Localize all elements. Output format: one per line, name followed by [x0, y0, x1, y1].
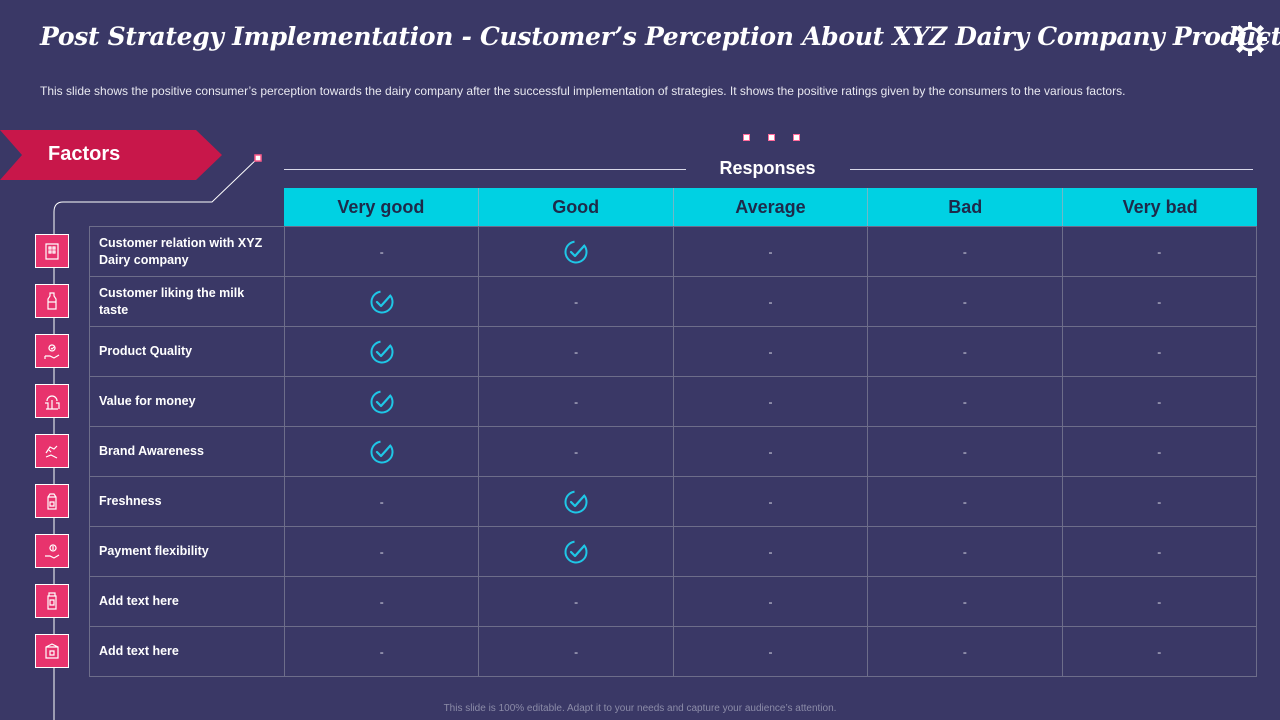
- rating-empty-cell: -: [867, 376, 1063, 427]
- rating-check-cell: [478, 526, 674, 577]
- rating-empty-cell: -: [478, 326, 674, 377]
- table-row: Add text here - - - - -: [89, 576, 1258, 627]
- rating-empty-cell: -: [283, 526, 480, 577]
- rating-empty-cell: -: [1061, 326, 1258, 377]
- slide-subtitle: This slide shows the positive consumer’s…: [40, 84, 1126, 98]
- responses-line-right: [850, 169, 1253, 170]
- table-row: Brand Awareness - - - -: [89, 426, 1258, 477]
- rating-empty-cell: -: [867, 476, 1063, 527]
- rating-empty-cell: -: [867, 326, 1063, 377]
- slide-title: Post Strategy Implementation - Customer’…: [40, 22, 1280, 51]
- rating-empty-cell: -: [1061, 526, 1258, 577]
- rating-empty-cell: -: [672, 226, 869, 277]
- column-header: Bad: [868, 188, 1064, 226]
- column-header: Good: [479, 188, 674, 226]
- rating-check-cell: [283, 276, 480, 327]
- factor-label: Freshness: [89, 476, 285, 527]
- rating-empty-cell: -: [867, 276, 1063, 327]
- rating-empty-cell: -: [672, 476, 869, 527]
- responses-label: Responses: [719, 158, 816, 178]
- rating-empty-cell: -: [478, 376, 674, 427]
- quality-hand-icon: [35, 334, 69, 368]
- column-header: Very bad: [1122, 196, 1198, 217]
- responses-line-left: [284, 169, 686, 170]
- table-header: Very good Good Average Bad Very bad: [284, 188, 1257, 226]
- rating-empty-cell: -: [672, 326, 869, 377]
- factor-label: Payment flexibility: [89, 526, 285, 577]
- rating-empty-cell: -: [867, 426, 1063, 477]
- rating-empty-cell: -: [1061, 376, 1258, 427]
- rating-empty-cell: -: [478, 426, 674, 477]
- rating-empty-cell: -: [283, 576, 480, 627]
- rating-empty-cell: -: [478, 576, 674, 627]
- footer-note: This slide is 100% editable. Adapt it to…: [443, 703, 837, 714]
- gear-icon: [1233, 22, 1267, 56]
- rating-empty-cell: -: [672, 526, 869, 577]
- rating-empty-cell: -: [1061, 626, 1258, 677]
- check-icon: [370, 390, 394, 413]
- table-row: Value for money - - - -: [89, 376, 1258, 427]
- table-row: Customer liking the milk taste - - - -: [89, 276, 1258, 327]
- table-row: Add text here - - - - -: [89, 626, 1258, 677]
- package-icon: [35, 634, 69, 668]
- table-row: Product Quality - - - -: [89, 326, 1258, 377]
- rating-empty-cell: -: [672, 626, 869, 677]
- column-header: Very good: [284, 188, 479, 226]
- factor-label: Product Quality: [89, 326, 285, 377]
- column-header: Average: [674, 188, 869, 226]
- milk-bottle-icon: [35, 284, 69, 318]
- bottle-icon: [35, 584, 69, 618]
- rating-empty-cell: -: [672, 576, 869, 627]
- rating-empty-cell: -: [867, 626, 1063, 677]
- rating-empty-cell: -: [672, 276, 869, 327]
- rating-empty-cell: -: [1061, 576, 1258, 627]
- rating-empty-cell: -: [1061, 226, 1258, 277]
- factor-label: Customer relation with XYZ Dairy company: [89, 226, 285, 277]
- rating-empty-cell: -: [283, 226, 480, 277]
- rating-empty-cell: -: [1061, 476, 1258, 527]
- rating-empty-cell: -: [867, 226, 1063, 277]
- rating-empty-cell: -: [1061, 276, 1258, 327]
- table-row: Customer relation with XYZ Dairy company…: [89, 226, 1258, 277]
- check-icon: [564, 490, 588, 513]
- rating-check-cell: [478, 476, 674, 527]
- payment-hand-icon: [35, 534, 69, 568]
- factor-label: Brand Awareness: [89, 426, 285, 477]
- factor-label: Value for money: [89, 376, 285, 427]
- factor-label: Add text here: [89, 576, 285, 627]
- decor-dot: [768, 134, 775, 141]
- money-tree-icon: [35, 384, 69, 418]
- rating-empty-cell: -: [1061, 426, 1258, 477]
- factor-label: Customer liking the milk taste: [89, 276, 285, 327]
- decor-dot: [743, 134, 750, 141]
- factors-label: Factors: [48, 143, 121, 165]
- perception-table: Customer relation with XYZ Dairy company…: [89, 226, 1258, 677]
- rating-empty-cell: -: [672, 376, 869, 427]
- rating-empty-cell: -: [867, 576, 1063, 627]
- rating-check-cell: [478, 226, 674, 277]
- rating-empty-cell: -: [672, 426, 869, 477]
- table-row: Payment flexibility - - - -: [89, 526, 1258, 577]
- rating-empty-cell: -: [867, 526, 1063, 577]
- rating-empty-cell: -: [478, 276, 674, 327]
- decor-dot: [793, 134, 800, 141]
- building-icon: [35, 234, 69, 268]
- check-icon: [564, 540, 588, 563]
- rating-check-cell: [283, 326, 480, 377]
- rating-check-cell: [283, 426, 480, 477]
- check-icon: [370, 290, 394, 313]
- rating-empty-cell: -: [478, 626, 674, 677]
- rating-empty-cell: -: [283, 626, 480, 677]
- factors-tag: Factors: [0, 130, 222, 180]
- milk-carton-icon: [35, 484, 69, 518]
- check-icon: [564, 240, 588, 263]
- check-icon: [370, 340, 394, 363]
- brand-hand-icon: [35, 434, 69, 468]
- rating-empty-cell: -: [283, 476, 480, 527]
- factor-label: Add text here: [89, 626, 285, 677]
- rating-check-cell: [283, 376, 480, 427]
- check-icon: [370, 440, 394, 463]
- table-row: Freshness - - - -: [89, 476, 1258, 527]
